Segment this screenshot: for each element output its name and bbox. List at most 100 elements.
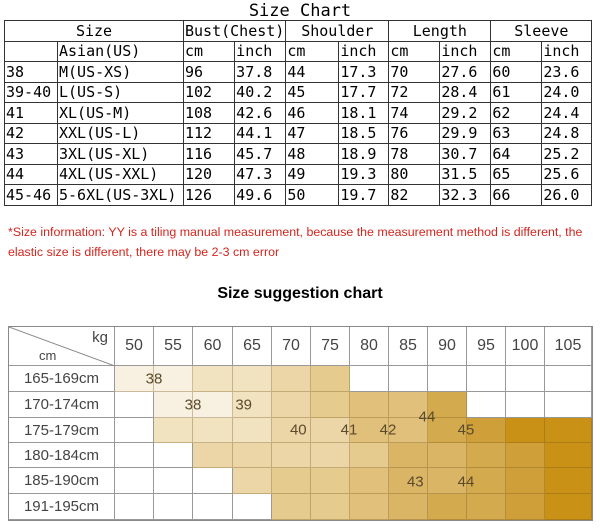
weight-header: 70: [272, 327, 311, 366]
size-cell: [389, 443, 428, 468]
size-cell: [115, 392, 154, 418]
table-cell: 70: [388, 61, 441, 83]
table-cell: 64: [490, 143, 543, 165]
table-cell: 24.8: [541, 122, 593, 144]
table-cell: 46: [285, 102, 340, 124]
size-cell: [350, 494, 389, 520]
table-cell: 28.4: [439, 81, 492, 103]
size-cell: [389, 392, 428, 418]
table-row: 41 XL(US-M) 108 42.6 46 18.1 74 29.2 62 24.4: [4, 102, 593, 124]
table-cell: 25.6: [541, 163, 593, 185]
table-cell: 45-46: [4, 184, 58, 206]
size-cell: [467, 366, 506, 392]
table-row: 39-40 L(US-S) 102 40.2 45 17.7 72 28.4 61 24.0: [4, 81, 593, 103]
table-cell: M(US-XS): [57, 61, 184, 83]
sub-header: inch: [234, 40, 287, 62]
table-cell: 25.2: [541, 143, 593, 165]
size-cell: [311, 468, 350, 494]
size-cell: [311, 494, 350, 520]
size-suggestion-grid: kg cm 50 55 60 65 70 75 80 85 90 95 100 105 165-169cm 1…: [8, 326, 593, 521]
size-cell: [506, 468, 545, 494]
table-cell: 72: [388, 81, 441, 103]
table-cell: 49.6: [234, 184, 287, 206]
table-cell: 18.5: [338, 122, 390, 144]
table-cell: 80: [388, 163, 441, 185]
table-cell: 78: [388, 143, 441, 165]
size-label: 39: [235, 396, 253, 414]
size-cell: [467, 468, 506, 494]
size-cell: [389, 366, 428, 392]
size-label: 45: [457, 421, 475, 439]
size-label: 44: [418, 408, 436, 426]
size-cell: [428, 443, 467, 468]
size-cell: [428, 366, 467, 392]
weight-header: 100: [506, 327, 545, 366]
size-label: 40: [289, 421, 307, 439]
table-cell: 66: [490, 184, 543, 206]
sub-header: cm: [388, 40, 441, 62]
size-cell: [272, 418, 311, 443]
size-cell: [428, 418, 467, 443]
size-cell: [545, 494, 592, 520]
size-cell: [193, 418, 233, 443]
weight-header: 60: [193, 327, 233, 366]
weight-header: 65: [233, 327, 272, 366]
size-cell: [467, 494, 506, 520]
height-header: 191-195cm: [9, 494, 115, 520]
group-header-row: Size Bust(Chest) Shoulder Length Sleeve: [4, 20, 593, 42]
table-cell: 120: [182, 163, 236, 185]
table-cell: 37.8: [234, 61, 287, 83]
size-cell: [272, 366, 311, 392]
size-label: 42: [379, 421, 397, 439]
size-cell: [467, 443, 506, 468]
size-cell: [506, 418, 545, 443]
table-cell: 24.0: [541, 81, 593, 103]
table-cell: 30.7: [439, 143, 492, 165]
table-cell: XL(US-M): [57, 102, 184, 124]
size-label: 41: [340, 421, 358, 439]
sub-header: cm: [490, 40, 543, 62]
table-cell: 48: [285, 143, 340, 165]
size-cell: [428, 392, 467, 418]
table-cell: 62: [490, 102, 543, 124]
size-cell: [154, 443, 193, 468]
corner-cm: cm: [39, 348, 57, 363]
size-cell: [154, 468, 193, 494]
table-cell: 42: [4, 122, 58, 144]
table-cell: 44.1: [234, 122, 287, 144]
size-cell: [115, 443, 154, 468]
table-cell: 31.5: [439, 163, 492, 185]
table-cell: 19.7: [338, 184, 390, 206]
weight-header: 85: [389, 327, 428, 366]
table-cell: 116: [182, 143, 236, 165]
height-header: 175-179cm: [9, 418, 115, 443]
size-cell: [193, 468, 233, 494]
table-cell: 47.3: [234, 163, 287, 185]
size-cell: [389, 494, 428, 520]
table-cell: 108: [182, 102, 236, 124]
size-label: 38: [145, 370, 163, 388]
size-cell: [350, 418, 389, 443]
size-label: 44: [457, 473, 475, 491]
weight-header: 55: [154, 327, 193, 366]
table-cell: 29.2: [439, 102, 492, 124]
table-cell: 44: [4, 163, 58, 185]
size-cell: [350, 443, 389, 468]
table-cell: 19.3: [338, 163, 390, 185]
size-cell: [272, 494, 311, 520]
table-row: 45-46 5-6XL(US-3XL) 126 49.6 50 19.7 82 32.3 66 2…: [4, 184, 593, 206]
size-cell: [233, 443, 272, 468]
corner-kg: kg: [92, 329, 108, 346]
size-chart-table: Size Bust(Chest) Shoulder Length Sleeve Asian…: [4, 20, 593, 206]
size-cell: [389, 468, 428, 494]
table-cell: 27.6: [439, 61, 492, 83]
table-row: 43 3XL(US-XL) 116 45.7 48 18.9 78 30.7 64 25.2: [4, 143, 593, 165]
table-cell: 45: [285, 81, 340, 103]
table-cell: 74: [388, 102, 441, 124]
table-row: 42 XXL(US-L) 112 44.1 47 18.5 76 29.9 63 24.8: [4, 122, 593, 144]
size-cell: [233, 468, 272, 494]
table-cell: 41: [4, 102, 58, 124]
table-cell: XXL(US-L): [57, 122, 184, 144]
corner-cell: kg cm: [9, 327, 115, 366]
table-cell: 39-40: [4, 81, 58, 103]
